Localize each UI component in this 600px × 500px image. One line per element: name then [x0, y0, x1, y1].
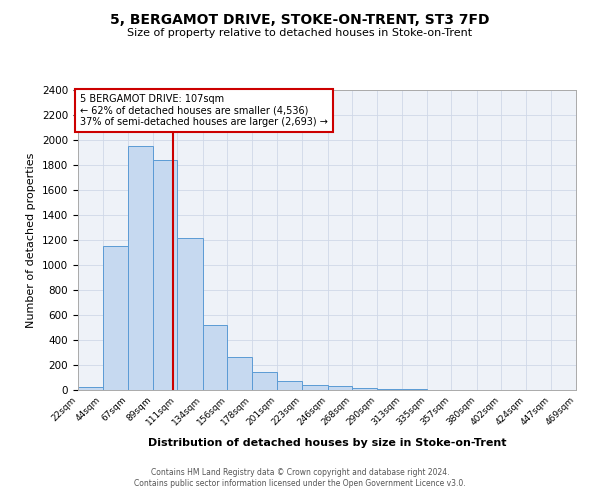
- Bar: [177, 238, 203, 390]
- Bar: [277, 380, 302, 390]
- Text: Contains HM Land Registry data © Crown copyright and database right 2024.: Contains HM Land Registry data © Crown c…: [151, 468, 449, 477]
- Bar: [252, 372, 277, 390]
- Bar: [377, 389, 402, 390]
- Bar: [103, 246, 128, 390]
- Text: 5 BERGAMOT DRIVE: 107sqm
← 62% of detached houses are smaller (4,536)
37% of sem: 5 BERGAMOT DRIVE: 107sqm ← 62% of detach…: [80, 94, 328, 127]
- Text: 5, BERGAMOT DRIVE, STOKE-ON-TRENT, ST3 7FD: 5, BERGAMOT DRIVE, STOKE-ON-TRENT, ST3 7…: [110, 12, 490, 26]
- Text: Distribution of detached houses by size in Stoke-on-Trent: Distribution of detached houses by size …: [148, 438, 506, 448]
- Bar: [328, 386, 352, 390]
- Text: Contains public sector information licensed under the Open Government Licence v3: Contains public sector information licen…: [134, 480, 466, 488]
- Bar: [152, 160, 177, 390]
- Bar: [78, 387, 103, 390]
- Y-axis label: Number of detached properties: Number of detached properties: [26, 152, 37, 328]
- Text: Size of property relative to detached houses in Stoke-on-Trent: Size of property relative to detached ho…: [127, 28, 473, 38]
- Bar: [352, 388, 377, 390]
- Bar: [302, 385, 328, 390]
- Bar: [128, 146, 152, 390]
- Bar: [227, 357, 252, 390]
- Bar: [203, 325, 227, 390]
